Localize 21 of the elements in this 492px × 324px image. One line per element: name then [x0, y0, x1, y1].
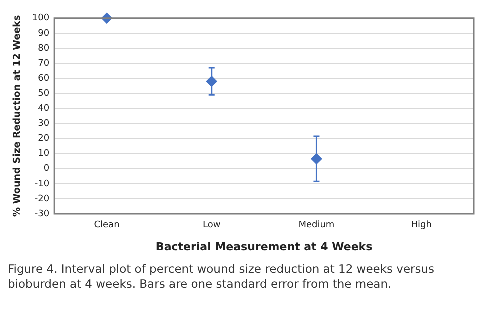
y-tick-label: 80 — [38, 44, 50, 54]
x-tick-label: Clean — [94, 220, 120, 231]
y-tick-label: 0 — [44, 164, 50, 174]
y-tick-label: 30 — [38, 119, 50, 130]
x-tick-label: High — [411, 220, 432, 231]
y-tick-label: -10 — [34, 179, 50, 190]
y-tick-label: 70 — [38, 58, 50, 69]
x-tick-label: Medium — [298, 220, 335, 231]
caption: Figure 4. Interval plot of percent wound size reduction at 12 weeks versus bioburden at 4 weeks. Bars are one standard error from the mean. — [8, 262, 436, 292]
y-tick-label: 90 — [38, 28, 50, 39]
x-axis-title: Bacterial Measurement at 4 Weeks — [156, 240, 374, 254]
y-tick-label: -20 — [34, 194, 50, 204]
y-tick-label: 20 — [38, 134, 50, 144]
y-tick-label: 60 — [38, 74, 50, 84]
y-tick-label: 40 — [38, 104, 50, 114]
y-tick-label: 50 — [38, 88, 50, 99]
x-tick-label: Low — [202, 220, 221, 231]
y-axis-title: % Wound Size Reduction at 12 Weeks — [12, 15, 24, 218]
y-tick-label: 10 — [38, 149, 50, 160]
y-tick-label: 100 — [32, 14, 50, 24]
y-tick-label: -30 — [34, 209, 50, 220]
